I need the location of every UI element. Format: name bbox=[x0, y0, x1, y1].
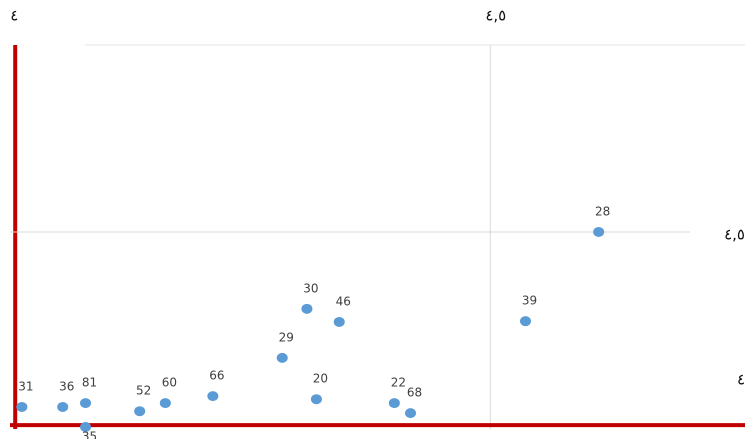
point-label: 35 bbox=[82, 430, 97, 439]
point bbox=[301, 303, 313, 314]
point bbox=[519, 316, 531, 327]
point bbox=[134, 406, 146, 417]
point-label: 22 bbox=[391, 376, 406, 390]
point bbox=[16, 401, 28, 412]
point bbox=[80, 422, 92, 433]
point bbox=[207, 391, 219, 402]
point bbox=[57, 401, 69, 412]
point-label: 31 bbox=[18, 379, 33, 393]
y-tick-label: ٤,٥ bbox=[724, 225, 745, 243]
point-label: 28 bbox=[595, 204, 610, 218]
point bbox=[388, 398, 400, 409]
point-label: 81 bbox=[82, 376, 97, 390]
point bbox=[333, 316, 345, 327]
point-label: 20 bbox=[313, 372, 328, 386]
x-tick-label: ٤,٥ bbox=[485, 7, 506, 25]
point-label: 68 bbox=[407, 386, 422, 400]
point-label: 66 bbox=[209, 369, 224, 383]
point bbox=[405, 408, 417, 419]
point bbox=[310, 394, 322, 405]
point bbox=[276, 352, 288, 363]
point bbox=[159, 398, 171, 409]
point-label: 60 bbox=[162, 376, 177, 390]
x-tick-label: ٤ bbox=[10, 7, 18, 25]
point-label: 29 bbox=[279, 330, 294, 344]
point-label: 39 bbox=[522, 294, 537, 308]
point-label: 30 bbox=[303, 281, 318, 295]
point-label: 36 bbox=[59, 379, 74, 393]
point bbox=[80, 398, 92, 409]
point-label: 52 bbox=[136, 384, 151, 398]
point-label: 46 bbox=[336, 294, 351, 308]
y-tick-label: ٤ bbox=[737, 371, 745, 389]
point bbox=[593, 226, 605, 237]
